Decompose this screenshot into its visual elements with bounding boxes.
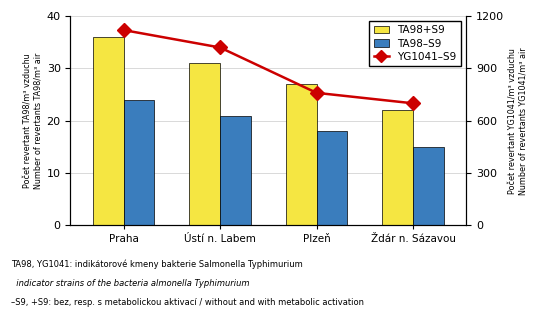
Bar (220, 116, 251, 225)
Y-axis label: Počet revertant TA98/m³ vzduchu
Number of revertants TA98/m³ air: Počet revertant TA98/m³ vzduchu Number o… (23, 52, 42, 189)
Bar (382, 110, 413, 225)
Bar (124, 100, 154, 225)
Bar (93, 37, 124, 225)
Text: –S9, +S9: bez, resp. s metabolickou aktivací / without and with metabolic activa: –S9, +S9: bez, resp. s metabolickou akti… (11, 298, 364, 307)
Text: TA98, YG1041: indikátorové kmeny bakterie Salmonella Typhimurium: TA98, YG1041: indikátorové kmeny bakteri… (11, 259, 302, 269)
Bar (286, 84, 317, 225)
Bar (317, 131, 347, 225)
Bar (189, 63, 220, 225)
Text: indicator strains of the bacteria almonella Typhimurium: indicator strains of the bacteria almone… (11, 279, 249, 288)
Bar (413, 147, 444, 225)
Legend: TA98+S9, TA98–S9, YG1041–S9: TA98+S9, TA98–S9, YG1041–S9 (369, 21, 461, 66)
Y-axis label: Počet revertant YG1041/m³ vzduchu
Number of revertants YG1041/m³ air: Počet revertant YG1041/m³ vzduchu Number… (508, 47, 527, 194)
